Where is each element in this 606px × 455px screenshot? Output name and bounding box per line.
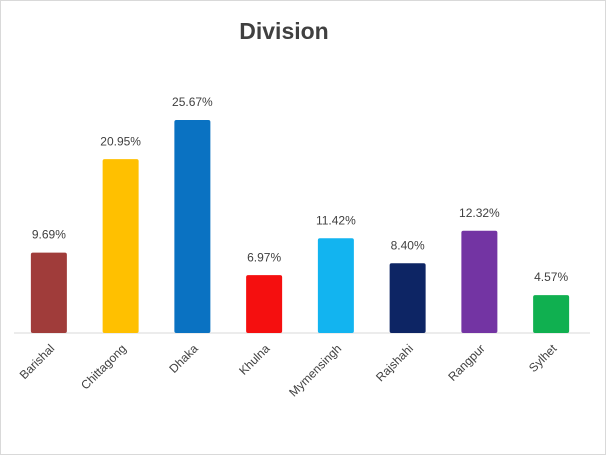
bar	[533, 295, 570, 333]
bar	[174, 119, 211, 334]
bar	[246, 275, 283, 333]
value-label: 8.40%	[391, 238, 425, 252]
chart-title: Division	[239, 18, 328, 44]
bar	[389, 263, 426, 333]
bar	[30, 252, 67, 333]
bar	[317, 238, 354, 333]
value-label: 20.95%	[100, 134, 141, 148]
value-label: 4.57%	[534, 270, 568, 284]
bar	[102, 159, 139, 333]
value-label: 12.32%	[459, 206, 500, 220]
value-label: 9.69%	[32, 228, 66, 242]
value-label: 11.42%	[316, 213, 356, 227]
value-label: 6.97%	[247, 250, 281, 264]
value-label: 25.67%	[172, 95, 213, 109]
bar	[461, 230, 498, 333]
